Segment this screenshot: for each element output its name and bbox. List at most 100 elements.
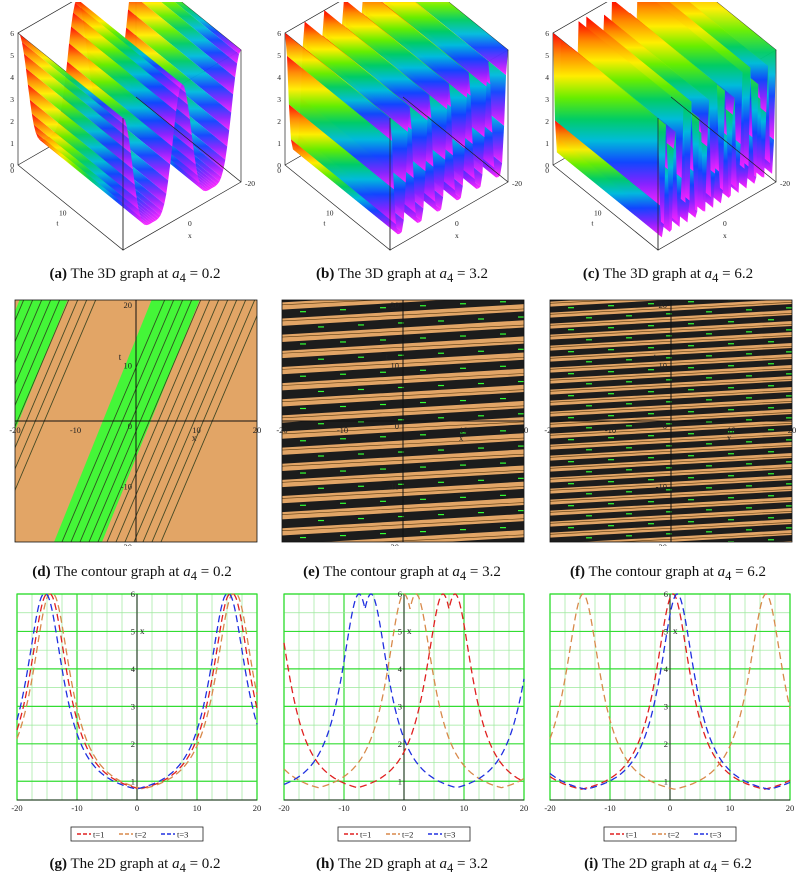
- t-tick-label: 10: [59, 209, 67, 218]
- series-line-t2: [549, 593, 791, 790]
- surface-strip: [75, 2, 182, 88]
- y-tick-label: 3: [664, 701, 668, 711]
- contour-line: [282, 300, 386, 306]
- surface-strip: [322, 10, 430, 121]
- surface-strip: [285, 33, 392, 141]
- series-line-t3: [16, 593, 258, 790]
- z-tick-label: 5: [10, 51, 14, 60]
- contour-line: [61, 300, 166, 542]
- series-line-t3: [283, 593, 525, 789]
- legend-label: t=1: [626, 830, 637, 840]
- surface-strip: [29, 99, 137, 199]
- line-plot-i: x -20 -10 0 10 20 1 2 3 4 5 6 t=1 t=2 t=3: [544, 589, 795, 842]
- series-line-t1: [283, 593, 525, 789]
- caption-h: (h) The 2D graph at a4 = 3.2: [316, 856, 488, 875]
- contour-line: [124, 300, 229, 542]
- contour-band: [579, 530, 792, 542]
- z-tick-label: 6: [10, 29, 14, 38]
- contour-line: [79, 300, 184, 542]
- x-tick-label: -20: [278, 803, 289, 813]
- surface-strip: [25, 68, 133, 170]
- legend: t=1 t=2 t=3: [70, 826, 204, 842]
- y-tick-label: -10: [656, 482, 667, 492]
- surface-strip: [67, 43, 175, 147]
- y-tick-label: -20: [656, 542, 667, 546]
- axis-label-x: x: [673, 626, 678, 636]
- axis-label-x: x: [723, 231, 727, 240]
- y-tick-label: -20: [388, 542, 399, 546]
- x-tick-label: 10: [459, 425, 468, 435]
- contour-line: [15, 300, 97, 492]
- contour-line: [15, 300, 43, 364]
- contour-line: [133, 300, 238, 542]
- contour-line: [550, 300, 623, 304]
- surface-strip: [71, 12, 179, 112]
- contour-line: [15, 300, 70, 428]
- legend-label: t=3: [177, 830, 188, 840]
- x-tick-label: 10: [727, 425, 736, 435]
- y-tick-label: 2: [131, 739, 135, 749]
- y-tick-label: 3: [131, 701, 135, 711]
- contour-line: [97, 300, 202, 542]
- z-tick-label: 3: [277, 95, 281, 104]
- z-tick-label: 5: [277, 51, 281, 60]
- caption-d: (d) The contour graph at a4 = 0.2: [32, 564, 232, 583]
- surface-strip: [124, 27, 232, 131]
- surface-strip: [290, 139, 398, 235]
- y-tick-label: 6: [131, 589, 135, 599]
- y-tick-label: 20: [124, 300, 133, 310]
- surface-strip: [361, 2, 469, 98]
- z-tick-label: 0: [10, 161, 14, 170]
- legend-box: [603, 826, 737, 842]
- caption-a: (a) The 3D graph at a4 = 0.2: [49, 266, 221, 285]
- z-tick-label: 0: [277, 161, 281, 170]
- contour-plot-e: -20 -10 10 20 20 10 0 -10 -20 t x: [276, 299, 528, 546]
- x-tick-label: 20: [520, 803, 529, 813]
- y-tick-label: 10: [124, 361, 133, 371]
- z-tick-label: 2: [277, 117, 281, 126]
- axis-label-t: t: [56, 219, 59, 228]
- surface-strip: [27, 84, 135, 185]
- contour-line: [550, 544, 792, 546]
- y-tick-label: 3: [398, 701, 402, 711]
- surface-strip: [342, 2, 449, 110]
- surface-strip: [174, 2, 241, 54]
- surface-strip: [21, 42, 129, 139]
- y-tick-label: 6: [664, 589, 668, 599]
- x-tick-label: 0: [723, 219, 727, 228]
- y-tick-label: 4: [131, 664, 136, 674]
- x-tick-label: 20: [786, 803, 795, 813]
- axis-label-y: t: [654, 352, 657, 362]
- x-tick-label: 20: [253, 425, 262, 435]
- caption-g: (g) The 2D graph at a4 = 0.2: [49, 856, 221, 875]
- contour-line: [70, 300, 175, 542]
- x-tick-label: -20: [544, 425, 555, 435]
- axis-label-y: t: [119, 352, 122, 362]
- contour-line: [15, 300, 34, 343]
- contour-line: [15, 300, 88, 471]
- contour-plot-f: -20 -10 10 20 20 10 0 -10 -20 t x: [544, 299, 796, 546]
- t-tick-label: 0: [545, 166, 549, 175]
- surface-strip: [287, 55, 394, 190]
- surface-box-front: [657, 96, 777, 251]
- z-tick-label: 6: [277, 29, 281, 38]
- y-tick-label: 20: [391, 300, 400, 310]
- surface-strip: [288, 104, 396, 225]
- z-tick-label: 5: [545, 51, 549, 60]
- series-line-t2: [283, 593, 525, 789]
- t-tick-label: 10: [326, 209, 334, 218]
- series-line-t1: [549, 593, 791, 790]
- contour-line: [88, 300, 193, 542]
- axis-label-x: x: [140, 626, 145, 636]
- surface-strip: [18, 33, 125, 120]
- surface-plot-c: 0123456q1701020t0x-20: [545, 2, 790, 252]
- surface-box-front: [122, 96, 242, 251]
- x-tick-label: -20: [245, 179, 255, 188]
- x-tick-label: -20: [780, 179, 790, 188]
- t-tick-label: 0: [10, 166, 14, 175]
- surface-strip: [415, 2, 508, 76]
- z-tick-label: 3: [10, 95, 14, 104]
- surface-strip: [35, 132, 143, 223]
- contour-line: [15, 300, 52, 386]
- z-tick-label: 0: [545, 161, 549, 170]
